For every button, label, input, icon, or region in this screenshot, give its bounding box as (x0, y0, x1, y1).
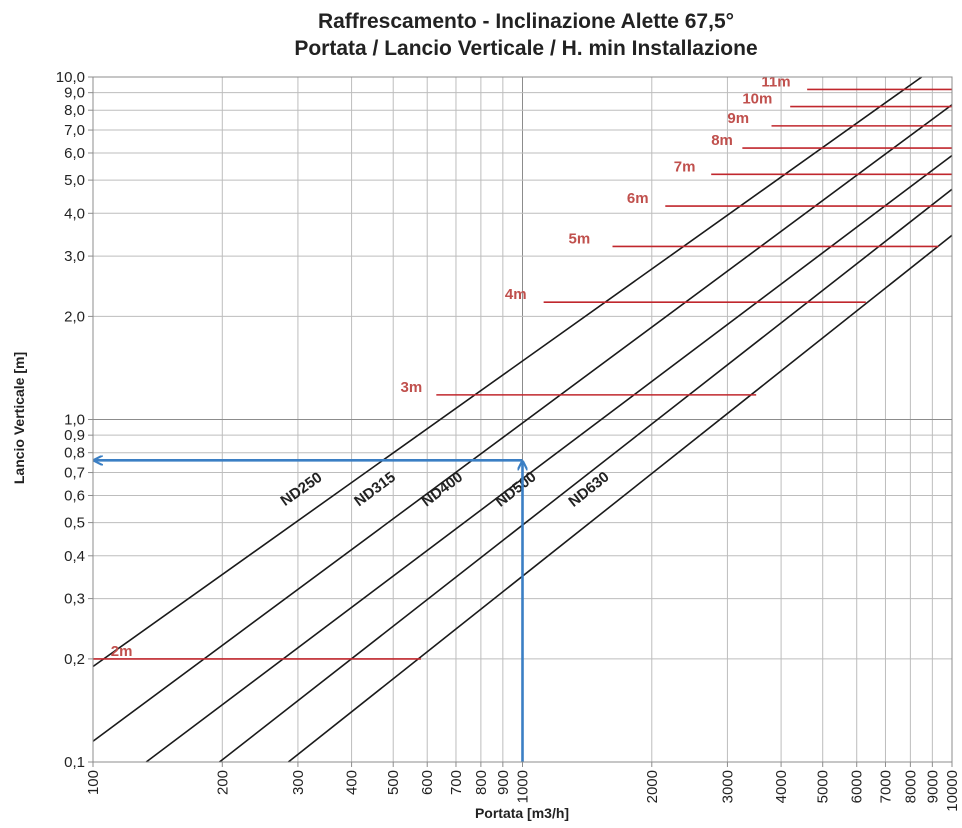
x-tick-label: 9000 (924, 770, 941, 803)
y-tick-label: 0,1 (64, 754, 85, 771)
y-axis-title: Lancio Verticale [m] (11, 352, 27, 484)
installation-height-label: 4m (505, 286, 527, 303)
installation-height-label: 8m (711, 132, 733, 149)
y-tick-label: 0,2 (64, 651, 85, 668)
x-axis-title: Portata [m3/h] (475, 805, 569, 821)
series-line (145, 154, 953, 763)
y-tick-label: 0,6 (64, 487, 85, 504)
chart-title-line-2: Portata / Lancio Verticale / H. min Inst… (294, 37, 757, 60)
y-tick-label: 7,0 (64, 122, 85, 139)
series-line (287, 234, 953, 763)
y-tick-label: 5,0 (64, 172, 85, 189)
x-tick-label: 7000 (877, 770, 894, 803)
x-tick-label: 500 (385, 770, 402, 795)
x-tick-label: 700 (448, 770, 465, 795)
x-tick-label: 10000 (944, 770, 961, 812)
y-tick-label: 2,0 (64, 308, 85, 325)
y-tick-label: 0,7 (64, 465, 85, 482)
x-tick-label: 5000 (815, 770, 832, 803)
plot-frame (92, 76, 953, 763)
series-label: ND500 (492, 468, 539, 510)
series-line (218, 188, 953, 763)
y-axis-ticks: 0,1 0,2 0,3 0,4 0,5 0,6 0,7 0,80,91,0 2,0 3,0 4,0 5… (56, 69, 93, 771)
series-label: ND630 (565, 468, 612, 510)
installation-height-label: 6m (627, 190, 649, 207)
installation-height-label: 10m (742, 91, 772, 108)
y-tick-label: 0,8 (64, 445, 85, 462)
series-label: ND315 (351, 469, 399, 510)
installation-height-label: 9m (727, 110, 749, 127)
x-tick-label: 300 (290, 770, 307, 795)
series-line (92, 104, 953, 742)
y-tick-label: 0,3 (64, 591, 85, 608)
installation-height-label: 3m (401, 379, 423, 396)
x-tick-label: 1000 (515, 770, 532, 803)
x-tick-label: 800 (473, 770, 490, 795)
x-tick-label: 3000 (719, 770, 736, 803)
installation-height-label: 5m (569, 230, 591, 247)
y-tick-label: 4,0 (64, 205, 85, 222)
y-tick-label: 6,0 (64, 145, 85, 162)
x-tick-label: 200 (214, 770, 231, 795)
x-tick-label: 2000 (644, 770, 661, 803)
chart-title-line-1: Raffrescamento - Inclinazione Alette 67,… (318, 10, 734, 33)
x-tick-label: 4000 (773, 770, 790, 803)
y-tick-label: 0,5 (64, 515, 85, 532)
y-tick-label: 0,4 (64, 548, 85, 565)
y-tick-label: 3,0 (64, 248, 85, 265)
x-axis-ticks: 100 200 300 400 500 600 700 800 900 1000 2000 3000 4… (85, 762, 961, 812)
series-line (92, 76, 923, 668)
series-label: ND400 (419, 469, 467, 511)
x-tick-label: 600 (419, 770, 436, 795)
series-label: ND250 (277, 469, 325, 510)
installation-height-label: 11m (761, 73, 790, 90)
y-tick-label: 9,0 (64, 85, 85, 102)
y-tick-label: 1,0 (64, 412, 85, 429)
installation-height-label: 2m (111, 643, 133, 660)
x-tick-label: 8000 (902, 770, 919, 803)
x-tick-label: 100 (85, 770, 102, 795)
x-tick-label: 400 (344, 770, 361, 795)
x-tick-label: 6000 (849, 770, 866, 803)
y-tick-label: 0,9 (64, 427, 85, 444)
y-tick-label: 10,0 (56, 69, 85, 86)
x-tick-label: 900 (495, 770, 512, 795)
example-arrows (94, 460, 523, 762)
y-tick-label: 8,0 (64, 102, 85, 119)
installation-height-label: 7m (674, 158, 696, 175)
